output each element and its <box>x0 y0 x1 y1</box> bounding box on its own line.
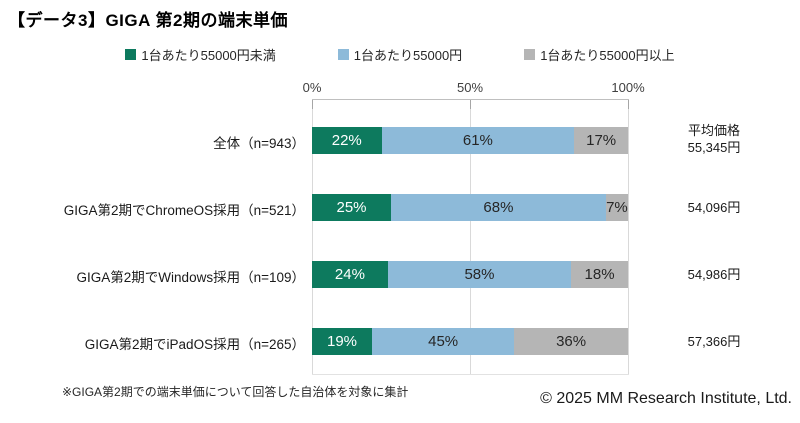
bar-segment: 58% <box>387 261 572 288</box>
bar-total: 22% 61% 17% <box>312 127 628 154</box>
x-axis-tick-0: 0% <box>302 80 322 95</box>
bar-segment: 68% <box>391 194 606 221</box>
avg-price-value: 55,345円 <box>687 140 741 155</box>
bar-windows: 24% 58% 18% <box>312 261 628 288</box>
tick-mark-50 <box>470 100 471 109</box>
category-label-windows: GIGA第2期でWindows採用（n=109） <box>76 270 305 285</box>
legend-swatch-blue <box>337 49 349 60</box>
category-label-ipados: GIGA第2期でiPadOS採用（n=265） <box>84 337 305 352</box>
legend-label: 1台あたり55000円以上 <box>540 48 675 63</box>
legend-swatch-gray <box>524 49 536 60</box>
bar-segment: 24% <box>312 261 388 288</box>
legend-item-over-55000: 1台あたり55000円以上 <box>524 45 675 64</box>
plot-background <box>312 99 629 375</box>
gridline-0 <box>312 100 313 374</box>
gridline-100 <box>628 100 629 374</box>
tick-mark-0 <box>312 100 313 109</box>
bar-segment: 45% <box>372 328 515 355</box>
tick-mark-100 <box>628 100 629 109</box>
avg-price-total: 平均価格 55,345円 <box>629 122 799 156</box>
category-label-total: 全体（n=943） <box>213 136 305 151</box>
x-axis-tick-100: 100% <box>611 80 645 95</box>
copyright: © 2025 MM Research Institute, Ltd. <box>540 390 792 407</box>
bar-segment: 25% <box>312 194 391 221</box>
legend-label: 1台あたり55000円未満 <box>141 48 276 63</box>
legend-label: 1台あたり55000円 <box>353 48 463 63</box>
bar-segment: 61% <box>381 127 575 154</box>
bar-segment: 36% <box>514 328 628 355</box>
bar-ipados: 19% 45% 36% <box>312 328 628 355</box>
gridline-50 <box>470 100 471 374</box>
bar-segment: 18% <box>571 261 628 288</box>
category-label-chromeos: GIGA第2期でChromeOS採用（n=521） <box>63 203 305 218</box>
legend-swatch-green <box>125 49 137 60</box>
avg-price-header: 平均価格 <box>687 123 740 138</box>
plot-region: 0% 50% 100% 全体（n=943） 22% 61% 17% 平均価格 5… <box>0 78 800 378</box>
avg-price-ipados: 57,366円 <box>687 334 741 349</box>
bar-segment: 22% <box>312 127 382 154</box>
bar-segment: 7% <box>605 194 628 221</box>
bar-chromeos: 25% 68% 7% <box>312 194 628 221</box>
legend-item-under-55000: 1台あたり55000円未満 <box>125 45 276 64</box>
avg-price-windows: 54,986円 <box>687 267 741 282</box>
bar-segment: 17% <box>574 127 628 154</box>
avg-price-chromeos: 54,096円 <box>687 200 741 215</box>
footnote: ※GIGA第2期での端末単価について回答した自治体を対象に集計 <box>62 385 409 399</box>
x-axis-tick-50: 50% <box>456 80 484 95</box>
chart-title: 【データ3】GIGA 第2期の端末単価 <box>8 11 288 30</box>
legend-item-55000: 1台あたり55000円 <box>337 45 463 64</box>
legend: 1台あたり55000円未満 1台あたり55000円 1台あたり55000円以上 <box>0 45 800 64</box>
bar-segment: 19% <box>312 328 373 355</box>
